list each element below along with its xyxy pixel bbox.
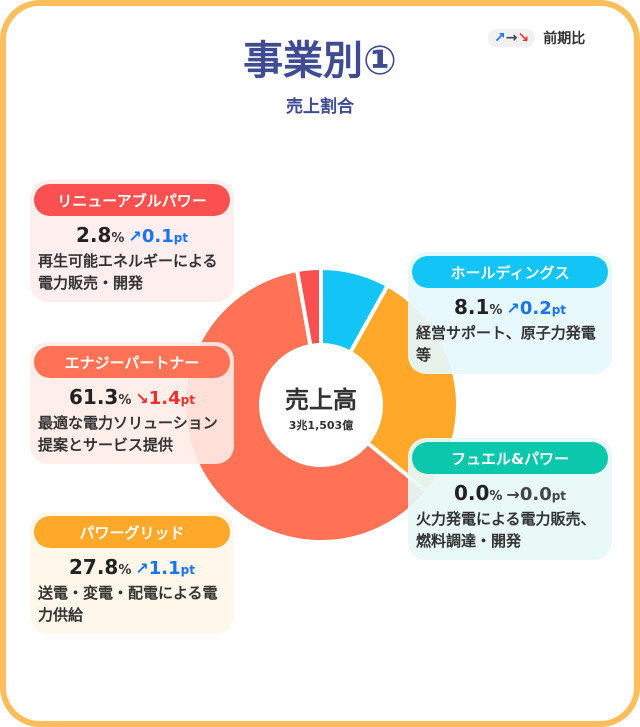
- segment-description: 経営サポート、原子力発電等: [416, 324, 596, 364]
- segment-change: 0.2: [519, 298, 552, 319]
- percent-unit: %: [489, 303, 503, 318]
- legend: ↗→↘ 前期比: [488, 28, 585, 48]
- segment-card: フュエル&パワー 0.0% →0.0pt 火力発電による電力販売、燃料調達・開発: [408, 438, 612, 560]
- percent-unit: %: [111, 231, 125, 246]
- segment-card: エナジーパートナー 61.3% ↘1.4pt 最適な電力ソリューション提案とサービ…: [30, 342, 234, 464]
- trend-arrow-icon: ↗: [135, 559, 149, 578]
- segment-name: ホールディングス: [412, 256, 608, 288]
- trend-arrow-icon: ↗: [128, 227, 142, 246]
- center-value: 3兆1,503億: [288, 419, 354, 432]
- segment-change: 1.1: [148, 558, 181, 579]
- segment-percent: 0.0: [453, 481, 490, 505]
- segment-description: 火力発電による電力販売、燃料調達・開発: [416, 510, 596, 550]
- percent-unit: %: [489, 489, 503, 504]
- percent-unit: %: [118, 393, 132, 408]
- segment-stat: 27.8% ↗1.1pt: [34, 555, 230, 579]
- segment-card: ホールディングス 8.1% ↗0.2pt 経営サポート、原子力発電等: [408, 252, 612, 374]
- arrow-down-icon: ↘: [517, 30, 530, 46]
- segment-change: 0.0: [519, 484, 552, 505]
- segment-description: 最適な電力ソリューション提案とサービス提供: [38, 414, 218, 454]
- donut-slice: [294, 265, 323, 349]
- segment-card: パワーグリッド 27.8% ↗1.1pt 送電・変電・配電による電力供給: [30, 512, 234, 634]
- trend-arrow-icon: →: [506, 485, 520, 504]
- segment-stat: 61.3% ↘1.4pt: [34, 385, 230, 409]
- change-unit: pt: [180, 393, 195, 407]
- segment-percent: 8.1: [453, 295, 490, 319]
- segment-percent: 27.8: [68, 555, 119, 579]
- segment-description: 再生可能エネルギーによる電力販売・開発: [38, 252, 218, 292]
- segment-name: エナジーパートナー: [34, 346, 230, 378]
- page-title: 事業別①: [243, 38, 397, 84]
- segment-stat: 8.1% ↗0.2pt: [412, 295, 608, 319]
- trend-arrow-icon: ↘: [135, 389, 149, 408]
- change-unit: pt: [173, 231, 189, 245]
- trend-arrow-icon: ↗: [506, 299, 520, 318]
- segment-change: 1.4: [148, 388, 181, 409]
- segment-change: 0.1: [141, 226, 174, 247]
- change-unit: pt: [551, 303, 567, 317]
- donut-slice: [182, 267, 430, 544]
- segment-percent: 2.8: [75, 223, 112, 247]
- change-unit: pt: [180, 563, 195, 577]
- arrow-up-icon: ↗: [494, 30, 506, 46]
- legend-arrows: ↗→↘: [488, 29, 536, 47]
- donut-center: 売上高 3兆1,503億: [261, 380, 381, 433]
- percent-unit: %: [118, 563, 132, 578]
- change-unit: pt: [551, 489, 567, 503]
- page-subtitle: 売上割合: [286, 97, 354, 117]
- segment-stat: 2.8% ↗0.1pt: [34, 223, 230, 247]
- arrow-right-icon: →: [505, 30, 518, 46]
- segment-description: 送電・変電・配電による電力供給: [38, 584, 218, 624]
- segment-name: フュエル&パワー: [412, 442, 608, 474]
- segment-stat: 0.0% →0.0pt: [412, 481, 608, 505]
- segment-card: リニューアブルパワー 2.8% ↗0.1pt 再生可能エネルギーによる電力販売・開…: [30, 180, 234, 302]
- segment-name: リニューアブルパワー: [34, 184, 230, 216]
- center-label: 売上高: [285, 386, 357, 414]
- segment-name: パワーグリッド: [34, 516, 230, 548]
- segment-percent: 61.3: [68, 385, 119, 409]
- legend-label: 前期比: [543, 31, 586, 47]
